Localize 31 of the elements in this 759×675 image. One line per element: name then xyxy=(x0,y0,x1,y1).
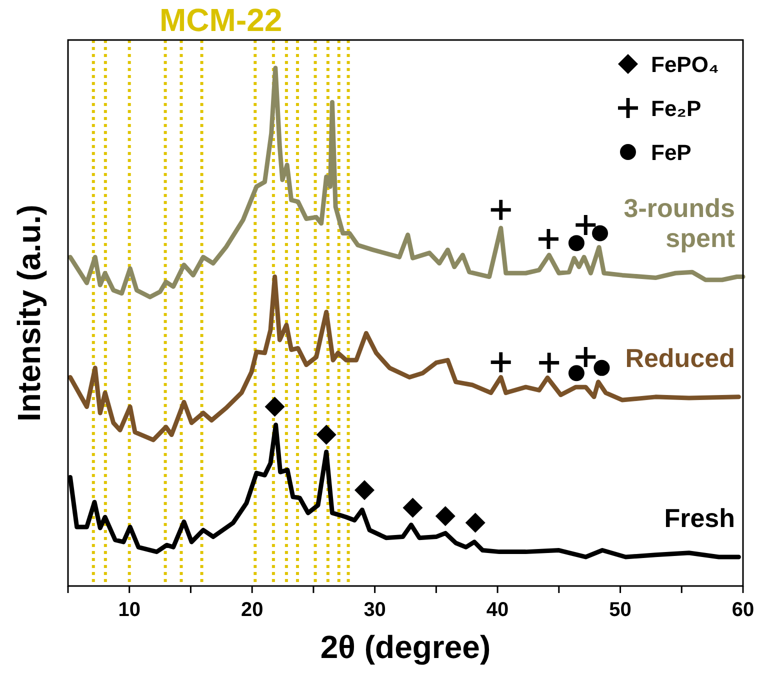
x-tick-label: 50 xyxy=(609,599,632,621)
point xyxy=(574,345,598,369)
legend-label: FeP xyxy=(651,140,692,165)
point xyxy=(537,350,561,374)
point xyxy=(574,213,598,237)
point xyxy=(489,350,513,374)
x-tick-label: 10 xyxy=(118,599,140,621)
x-tick-label: 60 xyxy=(732,599,754,621)
point xyxy=(568,365,584,382)
x-axis-title: 2θ (degree) xyxy=(320,629,491,665)
point xyxy=(536,227,560,251)
point xyxy=(465,512,486,533)
legend-label: FePO₄ xyxy=(651,52,719,77)
point xyxy=(592,225,608,242)
legend-label: Fe₂P xyxy=(651,96,702,121)
point xyxy=(316,424,336,445)
point xyxy=(489,198,513,222)
y-axis-title: Intensity (a.u.) xyxy=(11,204,47,422)
point xyxy=(594,360,610,376)
series-label: Reduced xyxy=(625,342,735,373)
point xyxy=(402,498,423,518)
x-tick-label: 30 xyxy=(364,599,386,621)
point xyxy=(354,480,375,500)
x-tick-label: 20 xyxy=(240,599,264,621)
text: MCM-22 xyxy=(160,2,282,38)
series-label: Fresh xyxy=(664,502,735,533)
point xyxy=(264,396,285,417)
point xyxy=(568,235,584,252)
point xyxy=(435,506,456,526)
series-label: 3-rounds spent xyxy=(624,192,736,253)
x-tick-label: 40 xyxy=(486,599,509,621)
